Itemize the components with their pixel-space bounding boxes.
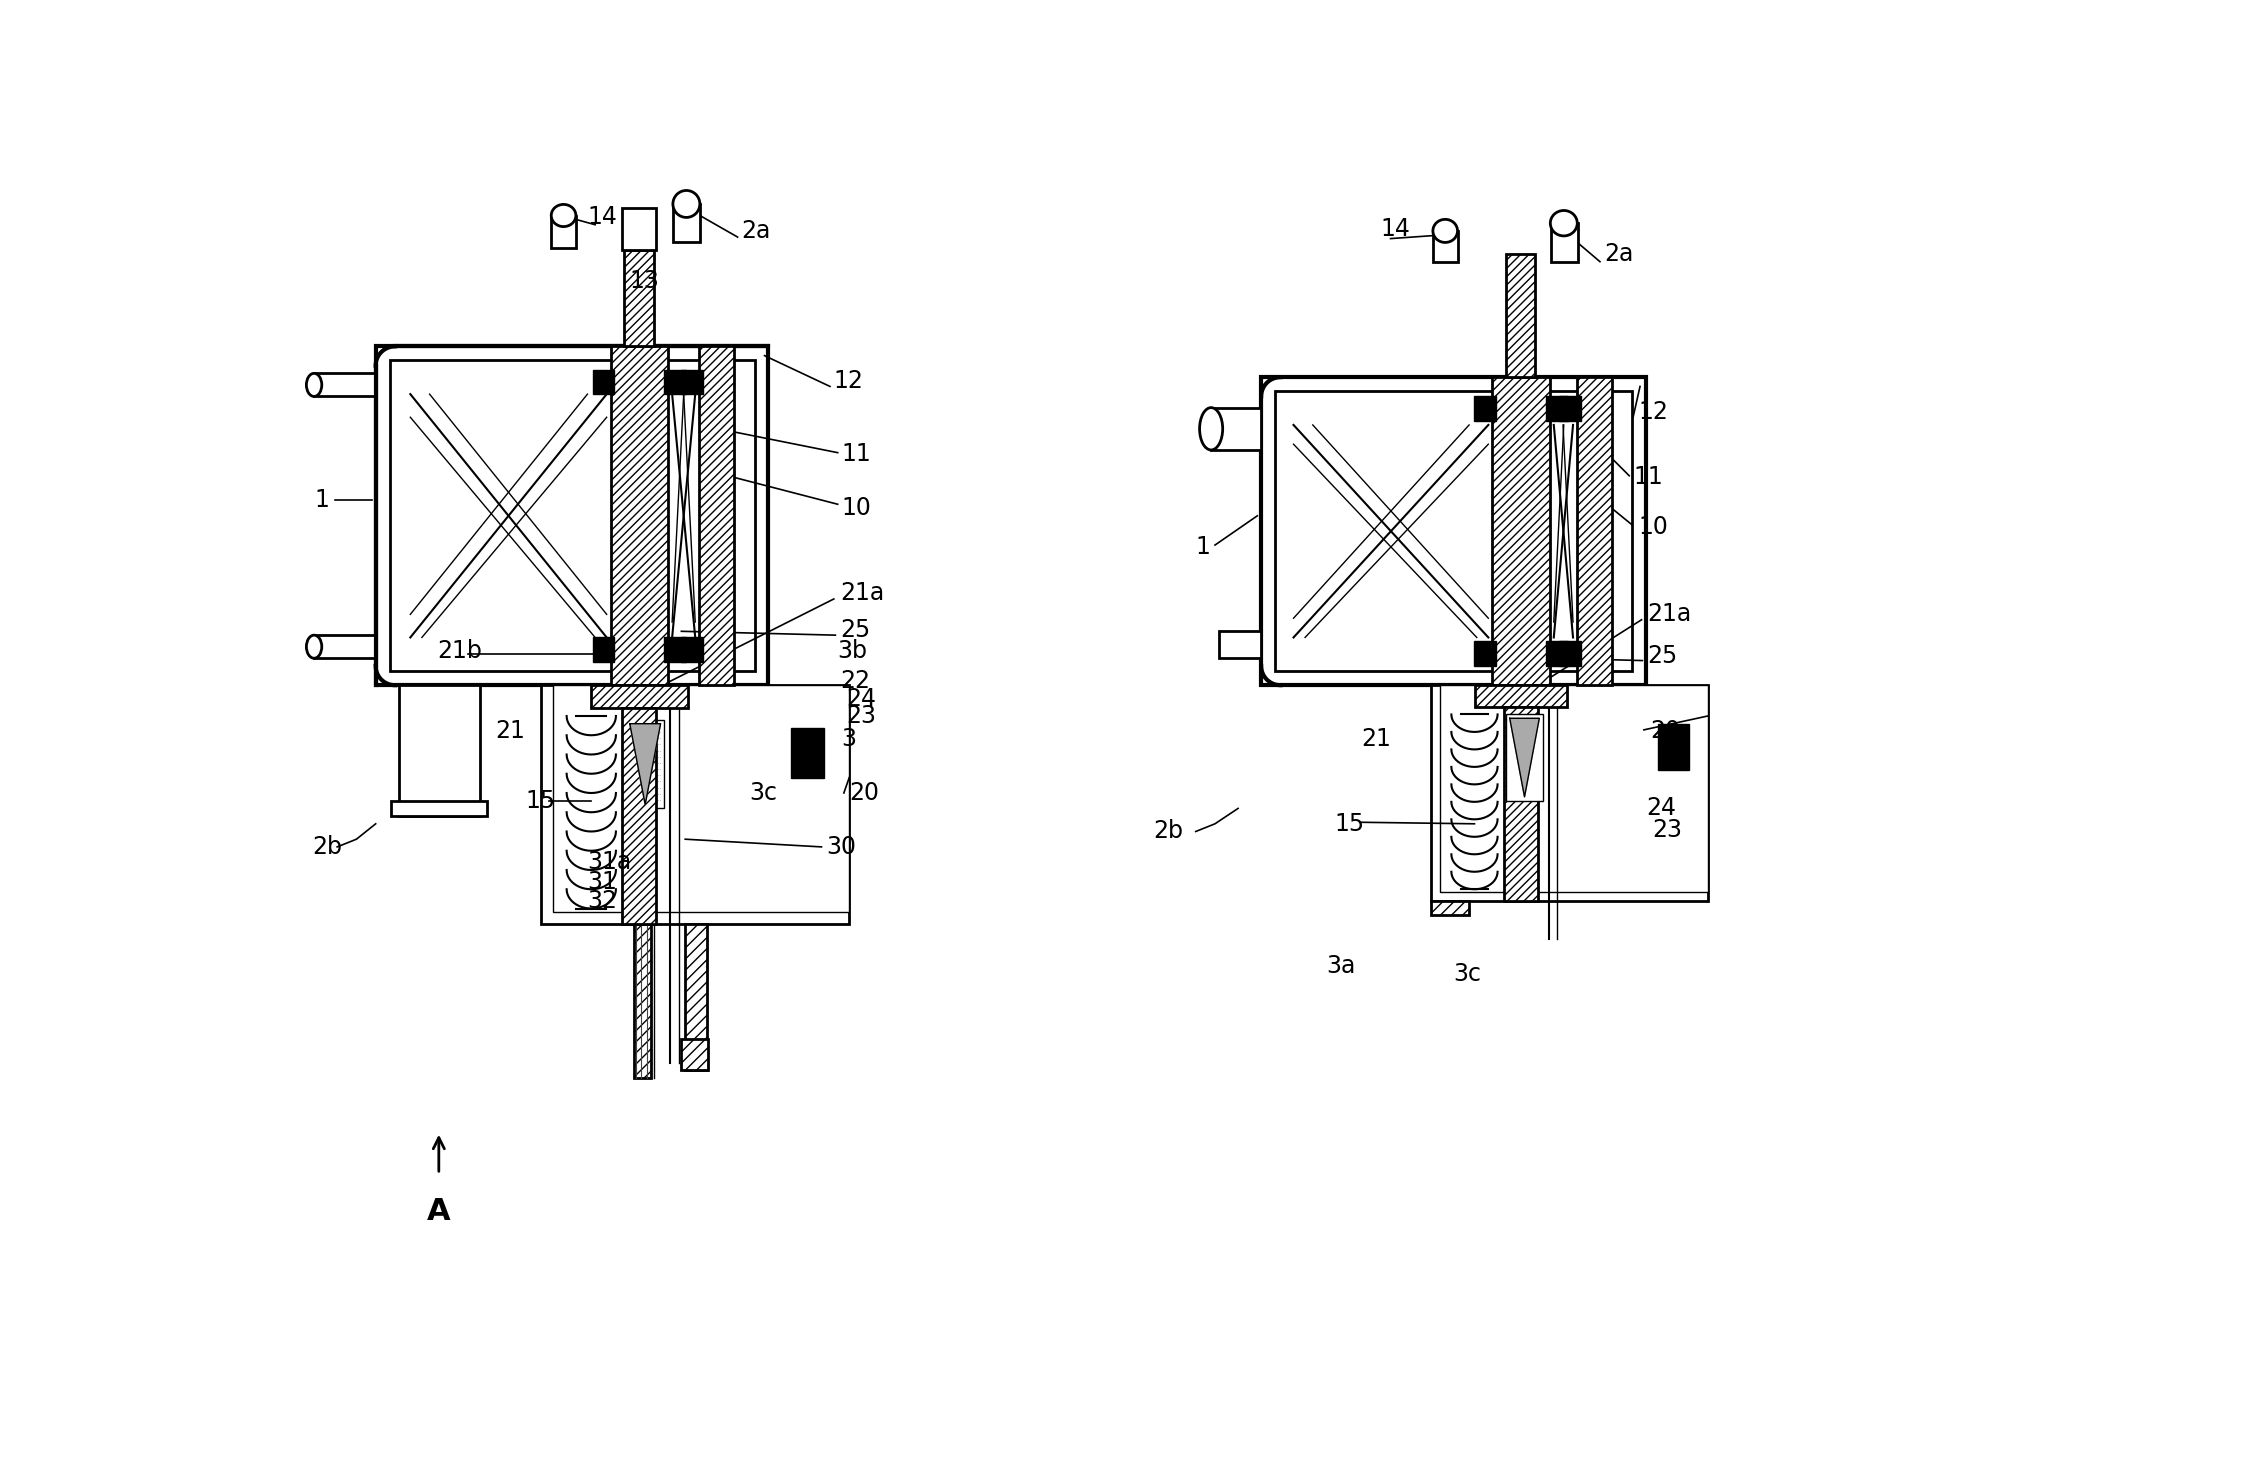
Text: 15: 15 bbox=[1335, 811, 1365, 836]
Bar bbox=[313, 373, 376, 397]
Bar bbox=[626, 720, 664, 808]
Bar bbox=[1475, 686, 1567, 707]
Ellipse shape bbox=[673, 190, 700, 217]
Bar bbox=[1558, 642, 1581, 665]
Bar bbox=[1439, 686, 1707, 891]
Text: 21: 21 bbox=[495, 720, 525, 743]
Bar bbox=[633, 923, 651, 1078]
Bar bbox=[790, 727, 824, 777]
Bar bbox=[313, 636, 376, 658]
Bar bbox=[610, 347, 669, 686]
Text: 14: 14 bbox=[588, 205, 617, 229]
Text: 3b: 3b bbox=[838, 639, 867, 662]
Text: 3a: 3a bbox=[1326, 954, 1356, 978]
Text: 21: 21 bbox=[1360, 727, 1392, 751]
Ellipse shape bbox=[552, 205, 577, 227]
Bar bbox=[592, 686, 687, 708]
Ellipse shape bbox=[1549, 211, 1576, 236]
Bar bbox=[664, 637, 687, 662]
Polygon shape bbox=[1509, 718, 1540, 796]
Bar bbox=[622, 208, 655, 251]
Ellipse shape bbox=[306, 373, 322, 397]
Bar bbox=[552, 686, 849, 913]
Bar bbox=[399, 686, 480, 816]
Bar bbox=[1475, 642, 1495, 665]
Text: 31a: 31a bbox=[588, 850, 631, 875]
Bar bbox=[685, 923, 707, 1071]
Bar bbox=[1218, 631, 1261, 658]
Bar bbox=[1475, 397, 1495, 420]
Bar bbox=[552, 215, 577, 248]
Bar bbox=[682, 370, 703, 394]
Bar bbox=[1261, 378, 1646, 686]
Text: 20: 20 bbox=[1651, 720, 1680, 743]
Bar bbox=[682, 637, 703, 662]
Text: 10: 10 bbox=[1639, 515, 1669, 540]
Text: 2b: 2b bbox=[1153, 820, 1182, 844]
Text: 23: 23 bbox=[847, 704, 876, 729]
Text: 32: 32 bbox=[588, 889, 617, 913]
Text: 20: 20 bbox=[849, 780, 878, 805]
Bar bbox=[1552, 223, 1579, 261]
Bar bbox=[1657, 724, 1689, 770]
Text: 12: 12 bbox=[1639, 400, 1669, 423]
Bar bbox=[682, 1040, 709, 1071]
Text: 14: 14 bbox=[1380, 217, 1410, 242]
Bar bbox=[1507, 254, 1536, 378]
Text: 2a: 2a bbox=[1603, 242, 1633, 266]
Text: 11: 11 bbox=[842, 442, 872, 466]
Text: 1: 1 bbox=[313, 488, 329, 512]
Ellipse shape bbox=[306, 636, 322, 658]
Text: 24: 24 bbox=[847, 687, 876, 711]
Bar bbox=[376, 347, 768, 686]
Bar bbox=[664, 370, 687, 394]
Text: 24: 24 bbox=[1646, 796, 1675, 820]
Text: 2a: 2a bbox=[741, 218, 770, 243]
Text: 1: 1 bbox=[1196, 534, 1212, 559]
Bar bbox=[1507, 714, 1543, 801]
Text: 15: 15 bbox=[525, 789, 556, 813]
Text: 21a: 21a bbox=[1648, 602, 1691, 627]
Text: 21b: 21b bbox=[437, 639, 482, 662]
Text: A: A bbox=[428, 1198, 450, 1226]
Text: 13: 13 bbox=[631, 268, 660, 294]
Polygon shape bbox=[631, 724, 660, 804]
Bar bbox=[698, 347, 734, 686]
Text: 23: 23 bbox=[1653, 819, 1682, 842]
Text: 10: 10 bbox=[842, 496, 872, 521]
Bar bbox=[1430, 901, 1468, 914]
Text: 2b: 2b bbox=[311, 835, 342, 858]
Bar bbox=[622, 708, 655, 923]
Bar bbox=[392, 801, 486, 816]
Bar bbox=[540, 686, 849, 923]
Text: 3: 3 bbox=[842, 727, 856, 751]
Text: 3c: 3c bbox=[1455, 962, 1482, 985]
Bar bbox=[673, 204, 700, 242]
Bar bbox=[1432, 232, 1457, 261]
Text: 21a: 21a bbox=[840, 581, 885, 605]
Bar bbox=[390, 360, 754, 671]
Bar bbox=[592, 370, 615, 394]
Bar bbox=[1547, 397, 1567, 420]
Bar bbox=[592, 637, 615, 662]
Text: 25: 25 bbox=[840, 618, 869, 642]
Bar bbox=[1504, 707, 1538, 901]
Bar bbox=[1558, 397, 1581, 420]
Text: 30: 30 bbox=[826, 835, 856, 858]
Text: 11: 11 bbox=[1635, 465, 1664, 490]
Bar bbox=[1493, 378, 1549, 686]
Bar bbox=[624, 251, 653, 347]
Ellipse shape bbox=[1200, 407, 1223, 450]
Text: 3c: 3c bbox=[750, 780, 777, 805]
Bar bbox=[1576, 378, 1612, 686]
Text: 22: 22 bbox=[840, 670, 869, 693]
Ellipse shape bbox=[1432, 220, 1457, 242]
Text: 12: 12 bbox=[833, 369, 865, 392]
Bar bbox=[1212, 409, 1261, 450]
Text: 25: 25 bbox=[1648, 645, 1678, 668]
Text: 31: 31 bbox=[588, 870, 617, 894]
Bar bbox=[1275, 391, 1633, 671]
Bar bbox=[1430, 686, 1707, 901]
Bar bbox=[1547, 642, 1567, 665]
